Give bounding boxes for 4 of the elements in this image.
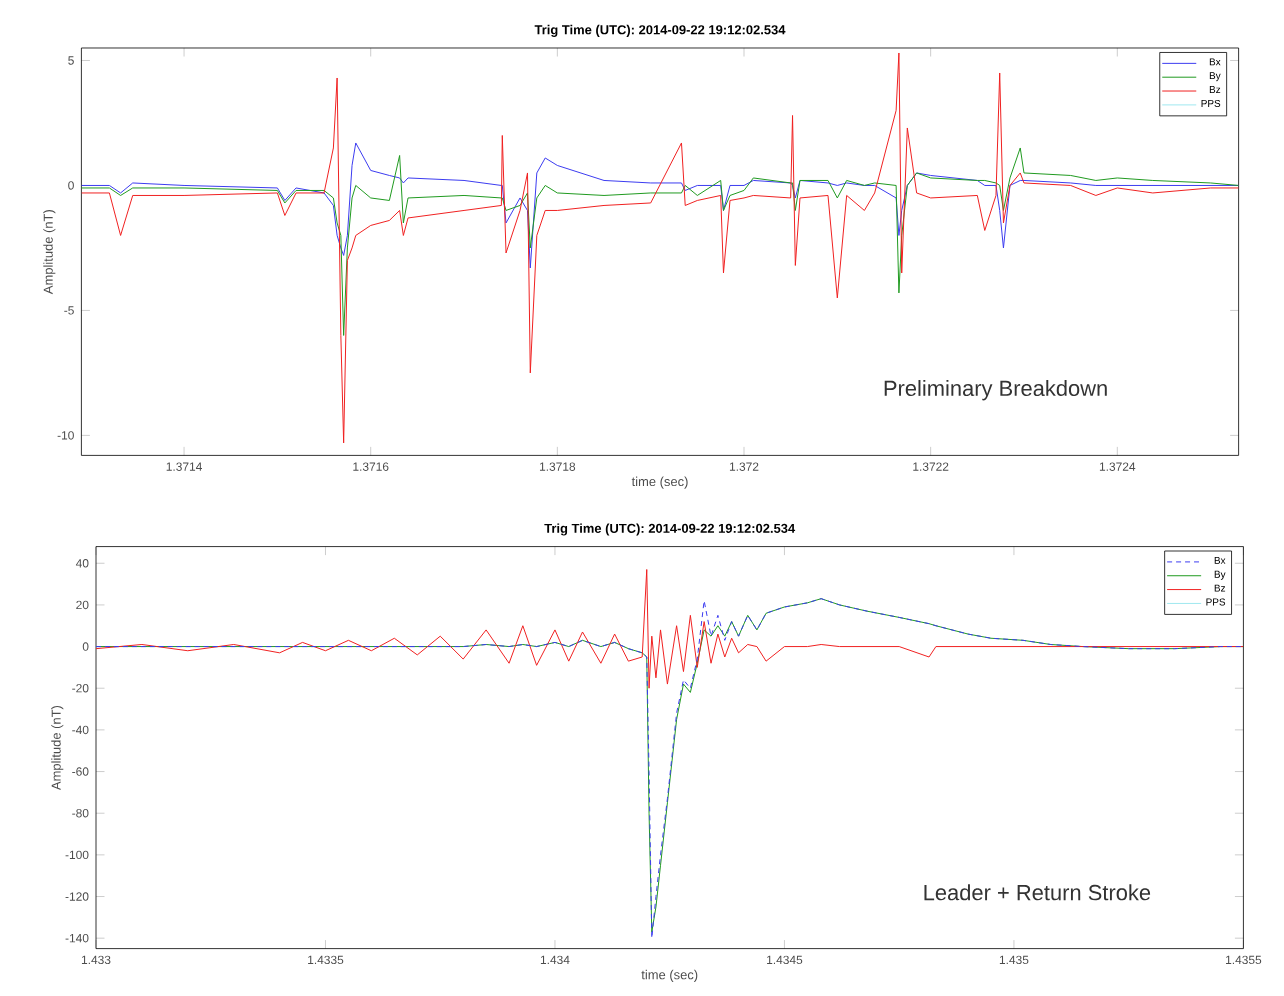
annotation: Preliminary Breakdown	[884, 380, 1107, 401]
line-series	[81, 147, 1239, 336]
annotation: Leader + Return Stroke	[924, 884, 1151, 901]
line-series	[81, 52, 1239, 444]
